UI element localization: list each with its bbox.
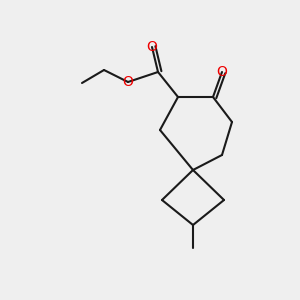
- Text: O: O: [217, 65, 227, 79]
- Text: O: O: [123, 75, 134, 89]
- Text: O: O: [147, 40, 158, 54]
